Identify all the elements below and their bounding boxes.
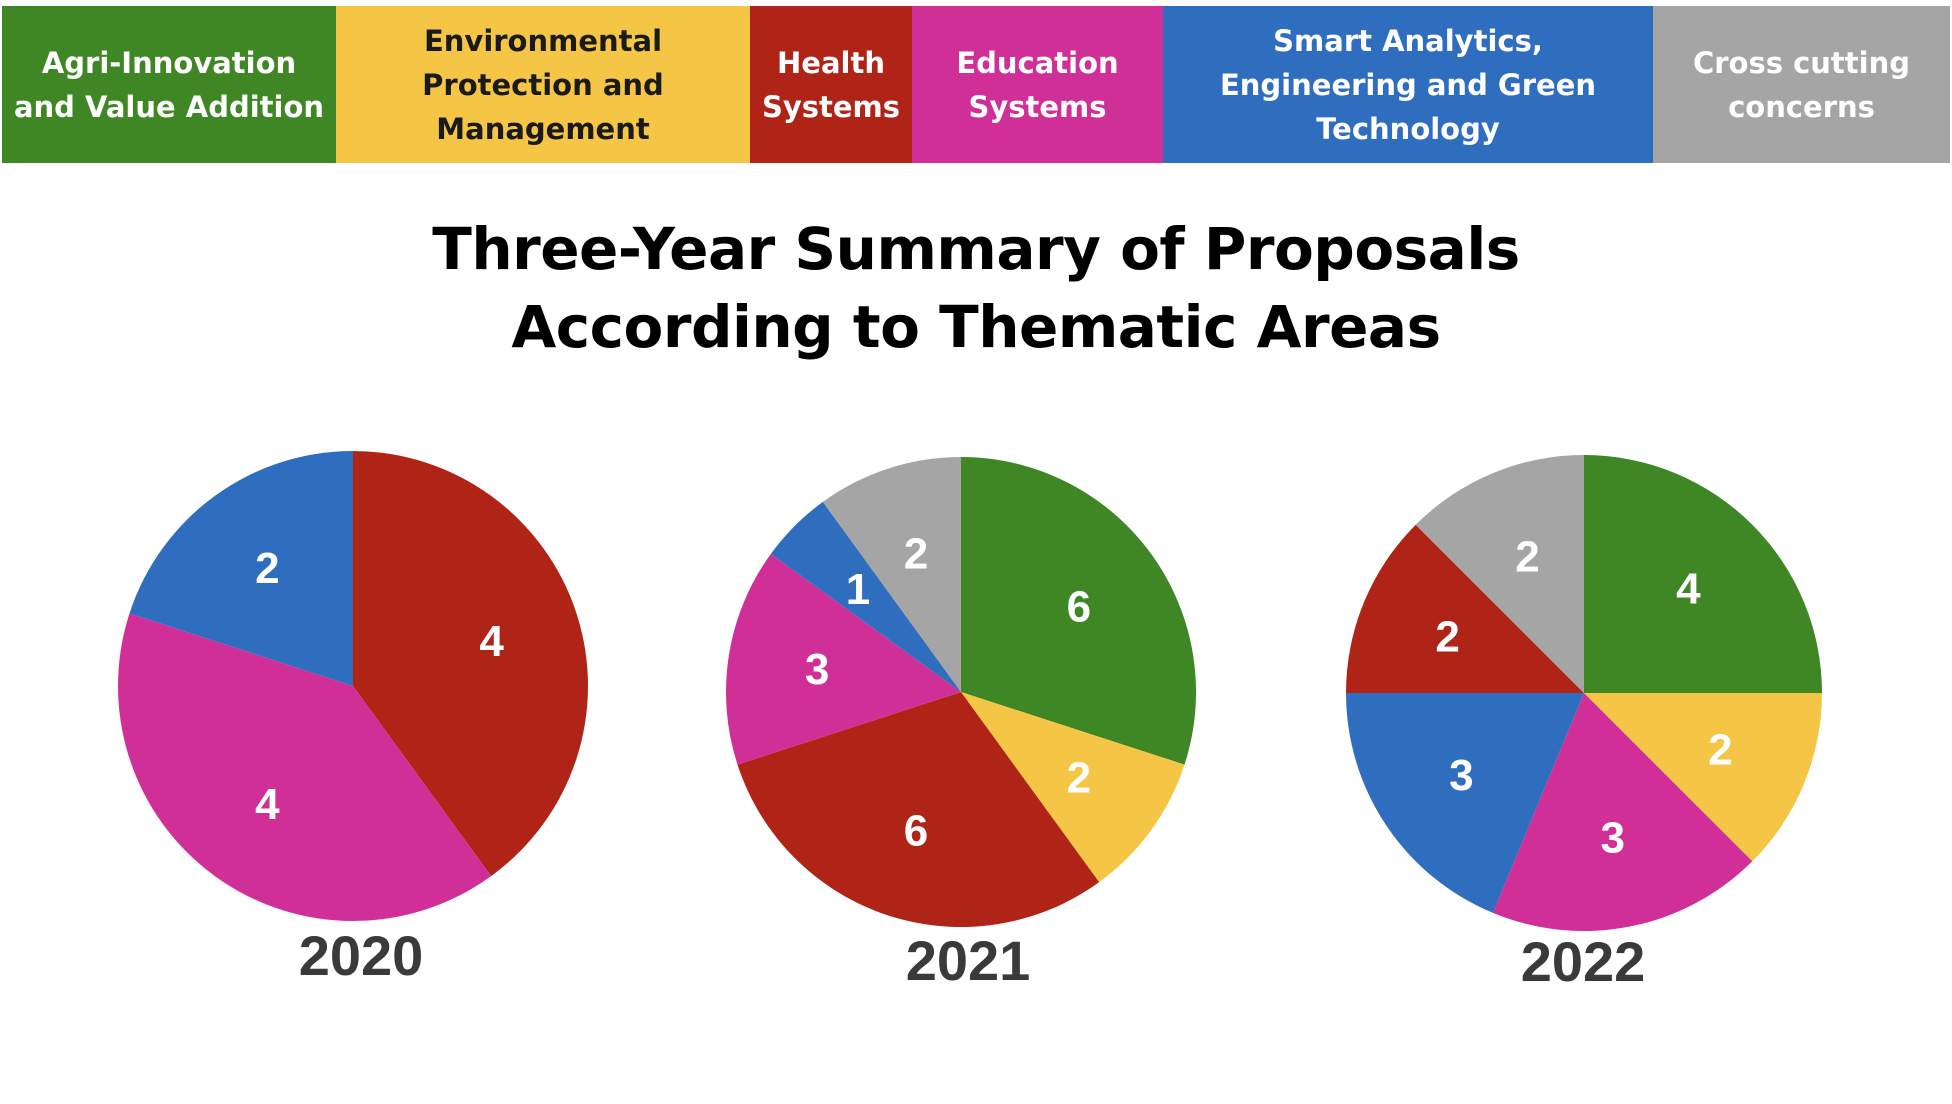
pie-slice — [353, 451, 588, 877]
pie-slice — [1415, 455, 1584, 693]
year-label-2021: 2021 — [906, 929, 1031, 992]
legend-health-systems: Health Systems — [750, 6, 912, 163]
pie-slice-value-label: 6 — [1067, 582, 1091, 631]
pie-chart-2020: 4 4 2 — [117, 451, 588, 921]
year-label-2020: 2020 — [299, 924, 424, 987]
pie-slice — [726, 553, 961, 765]
pie-slice-value-label: 2 — [1515, 533, 1539, 582]
pie-slice-value-label: 2 — [1435, 613, 1459, 662]
legend-agri-innovation: Agri-Innovation and Value Addition — [2, 6, 336, 163]
pie-slice-value-label: 2 — [1067, 754, 1091, 803]
pie-slice — [737, 692, 1100, 928]
legend-environmental-protection: Environmental Protection and Management — [336, 6, 750, 163]
pie-slice — [770, 501, 961, 692]
pie-slice-value-label: 2 — [1708, 725, 1732, 774]
thematic-areas-legend: Agri-Innovation and Value Addition Envir… — [2, 6, 1950, 163]
pie-slice-value-label: 2 — [255, 544, 279, 593]
legend-smart-analytics: Smart Analytics, Engineering and Green T… — [1163, 6, 1653, 163]
pie-slice — [129, 451, 353, 686]
pie-slice-value-label: 4 — [479, 617, 504, 666]
chart-title-line-2: According to Thematic Areas — [511, 293, 1441, 361]
year-label-2022: 2022 — [1521, 930, 1646, 993]
pie-slice — [1584, 693, 1822, 862]
pie-slice — [1346, 693, 1584, 913]
pie-slice-value-label: 6 — [904, 807, 928, 856]
pie-slice-value-label: 4 — [1676, 565, 1701, 614]
chart-title: Three-Year Summary of Proposals Accordin… — [0, 210, 1952, 366]
pie-slice-value-label: 3 — [1449, 751, 1473, 800]
legend-cross-cutting: Cross cutting concerns — [1653, 6, 1950, 163]
pie-slice — [1584, 455, 1822, 693]
chart-title-line-1: Three-Year Summary of Proposals — [432, 215, 1520, 283]
pie-slice — [822, 457, 961, 692]
pie-slice — [961, 692, 1185, 883]
pie-slice-value-label: 2 — [904, 529, 928, 578]
pie-chart-2022: 4 2 3 3 2 2 — [1346, 455, 1822, 931]
pie-slice-value-label: 3 — [1601, 814, 1625, 863]
legend-education-systems: Education Systems — [912, 6, 1163, 163]
pie-slice — [1346, 524, 1584, 693]
pie-slice — [1492, 693, 1753, 931]
pie-slice-value-label: 4 — [255, 780, 280, 829]
pie-slice-value-label: 1 — [846, 565, 870, 614]
pie-slice-value-label: 3 — [805, 645, 829, 694]
pie-slice — [961, 457, 1196, 765]
pie-slice — [117, 613, 492, 921]
